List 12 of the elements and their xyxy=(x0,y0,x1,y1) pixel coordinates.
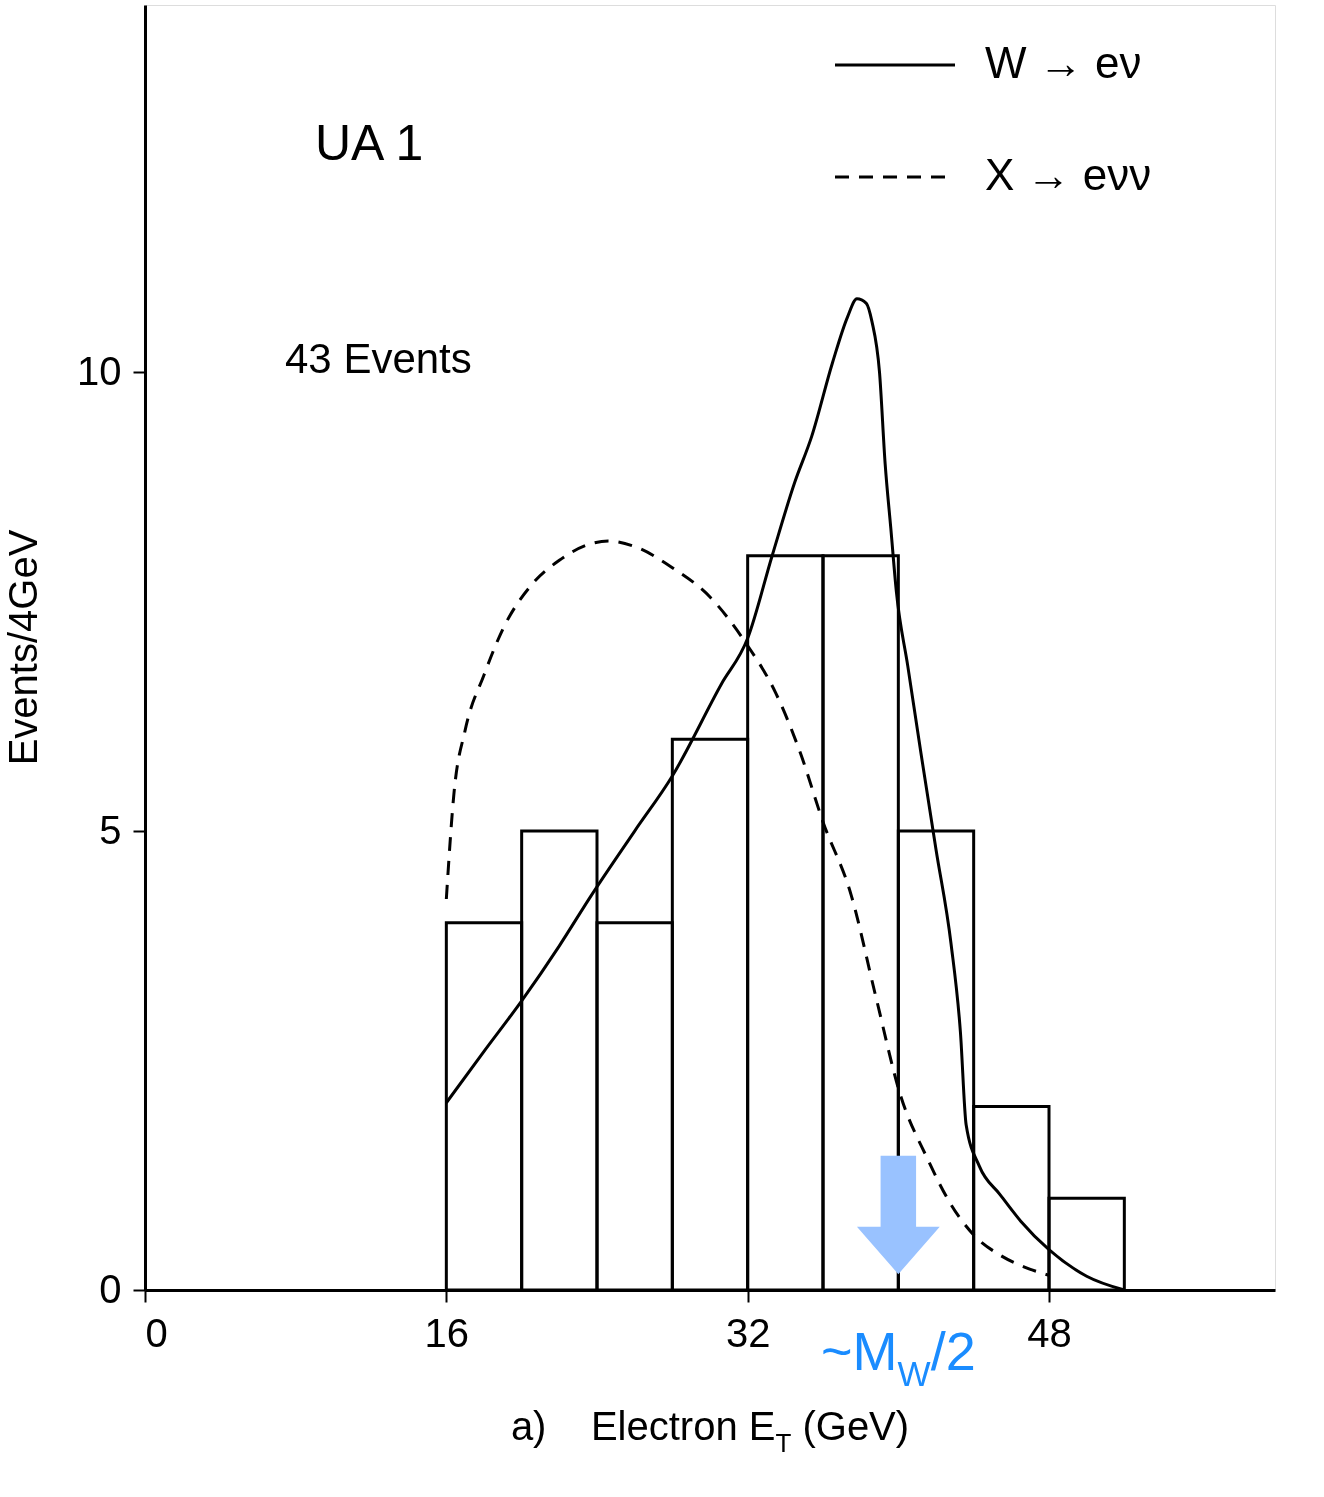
y-tick-label: 0 xyxy=(99,1266,122,1311)
y-tick-label: 10 xyxy=(77,348,122,393)
legend-label: X → eνν xyxy=(985,150,1152,199)
y-axis-title: Events/4GeV xyxy=(1,529,45,766)
x-tick-label: 16 xyxy=(424,1310,470,1355)
annotation: UA 1 xyxy=(315,115,424,171)
x-tick-label: 48 xyxy=(1027,1310,1072,1355)
x-tick-label: 0 xyxy=(145,1310,168,1355)
annotation: 43 Events xyxy=(285,335,472,382)
y-tick-label: 5 xyxy=(99,807,122,852)
x-tick-label: 32 xyxy=(725,1310,771,1355)
legend-label: W → eν xyxy=(985,38,1142,87)
